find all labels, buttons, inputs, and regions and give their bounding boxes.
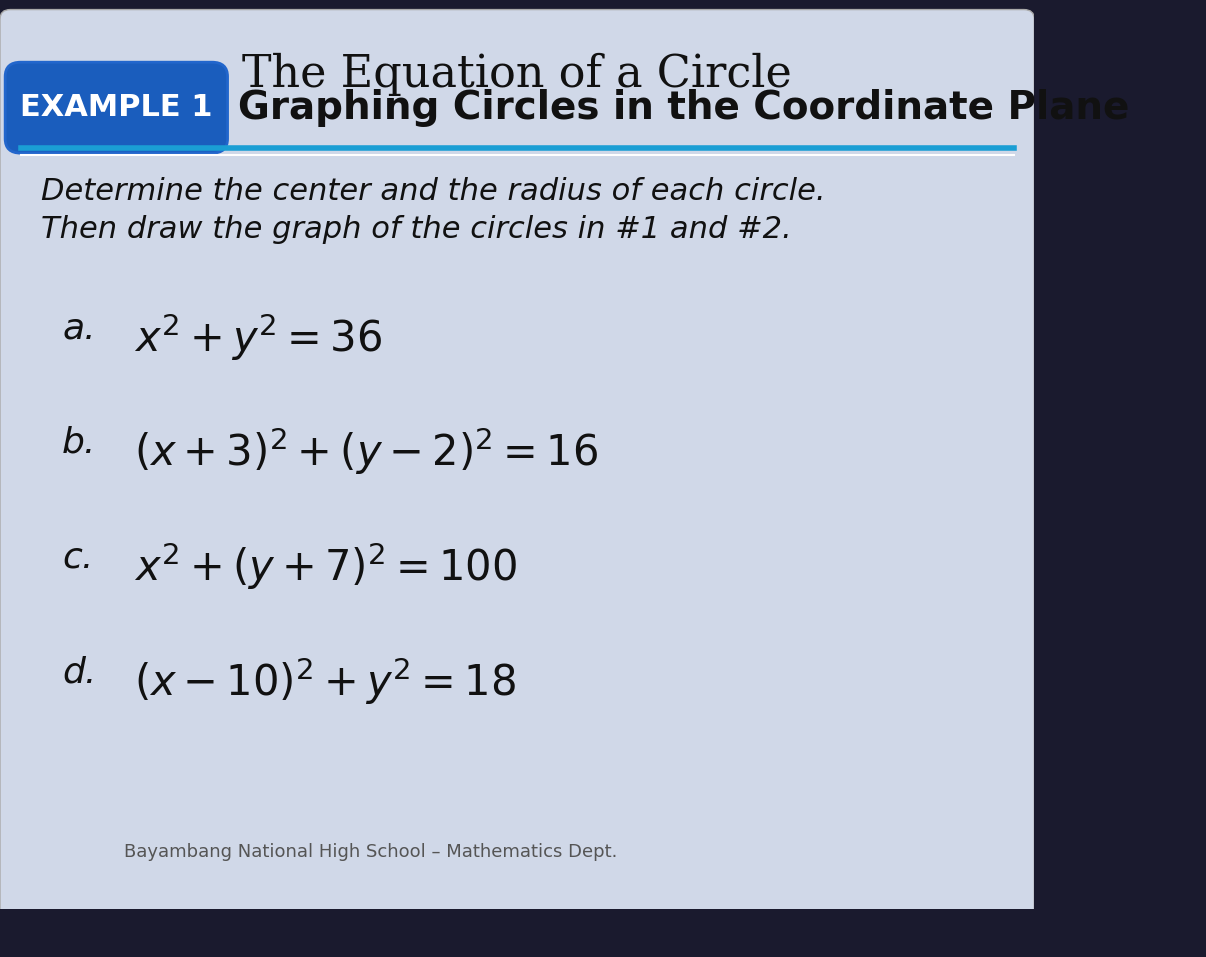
- Text: EXAMPLE 1: EXAMPLE 1: [21, 93, 212, 122]
- Text: $x^2 + (y + 7)^2= 100$: $x^2 + (y + 7)^2= 100$: [134, 541, 517, 592]
- Text: b.: b.: [62, 426, 96, 460]
- Text: $(x + 3)^2+(y - 2)^2= 16$: $(x + 3)^2+(y - 2)^2= 16$: [134, 426, 598, 478]
- FancyBboxPatch shape: [0, 10, 1035, 919]
- FancyBboxPatch shape: [5, 62, 228, 153]
- Text: $(x - 10)^2+y^2 = 18$: $(x - 10)^2+y^2 = 18$: [134, 656, 516, 707]
- Text: a.: a.: [62, 311, 95, 345]
- Text: c.: c.: [62, 541, 93, 575]
- Text: The Equation of a Circle: The Equation of a Circle: [242, 53, 792, 96]
- Text: Then draw the graph of the circles in #1 and #2.: Then draw the graph of the circles in #1…: [41, 215, 792, 244]
- Text: Bayambang National High School – Mathematics Dept.: Bayambang National High School – Mathema…: [124, 843, 617, 861]
- Text: $x^2 + y^2 = 36$: $x^2 + y^2 = 36$: [134, 311, 382, 363]
- Text: Determine the center and the radius of each circle.: Determine the center and the radius of e…: [41, 177, 826, 206]
- Text: d.: d.: [62, 656, 96, 690]
- Text: Graphing Circles in the Coordinate Plane: Graphing Circles in the Coordinate Plane: [238, 89, 1129, 126]
- Bar: [0, 909, 1035, 957]
